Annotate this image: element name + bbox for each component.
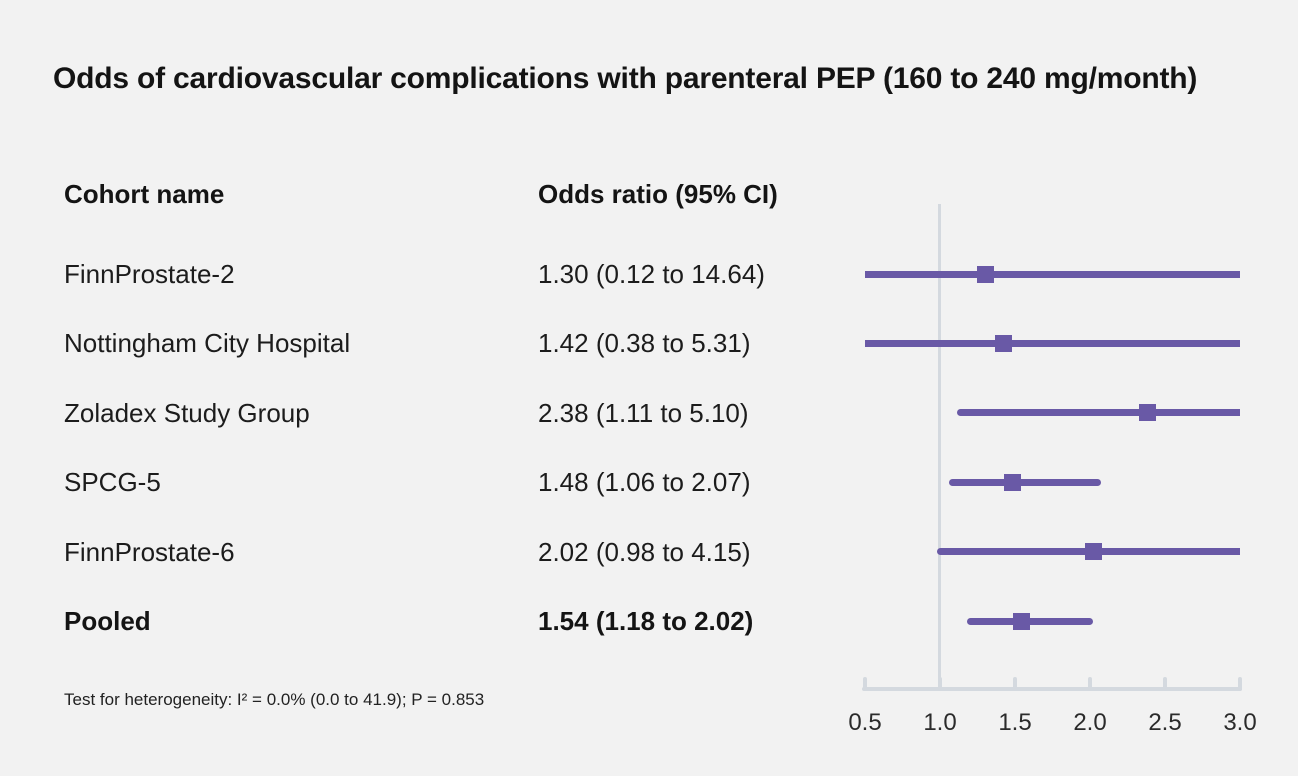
x-axis-tick — [1088, 677, 1092, 691]
odds-ratio-marker — [994, 334, 1012, 352]
cohort-label: FinnProstate-2 — [64, 259, 235, 289]
cohort-label: SPCG-5 — [64, 467, 161, 498]
odds-ratio-value: 1.30 (0.12 to 14.64) — [538, 259, 765, 289]
cohort-label: Zoladex Study Group — [64, 397, 310, 428]
confidence-interval-line — [865, 270, 1240, 278]
cohort-label: FinnProstate-6 — [64, 536, 235, 567]
cohort-column-header: Cohort name — [64, 179, 225, 209]
odds-ratio-value: 1.54 (1.18 to 2.02) — [538, 606, 754, 636]
confidence-interval-line — [956, 409, 1240, 417]
cohort-label: Nottingham City Hospital — [64, 328, 351, 359]
cohort-label: Pooled — [64, 606, 151, 636]
odds-ratio-marker — [976, 265, 994, 283]
heterogeneity-footnote: Test for heterogeneity: I² = 0.0% (0.0 t… — [64, 690, 485, 709]
confidence-interval-line — [949, 478, 1101, 486]
x-axis-tick-label: 2.5 — [1148, 709, 1182, 736]
x-axis-tick-label: 3.0 — [1223, 709, 1257, 736]
odds-ratio-marker — [1012, 612, 1030, 630]
x-axis-tick-label: 1.0 — [923, 709, 957, 736]
odds-ratio-marker — [1003, 473, 1021, 491]
odds-ratio-marker — [1084, 543, 1102, 561]
x-axis-tick-label: 0.5 — [848, 709, 882, 736]
odds-ratio-value: 1.48 (1.06 to 2.07) — [538, 467, 751, 498]
odds-ratio-value: 1.42 (0.38 to 5.31) — [538, 328, 751, 359]
x-axis-baseline — [862, 687, 1242, 691]
x-axis-tick — [938, 677, 942, 691]
odds-ratio-marker — [1138, 404, 1156, 422]
x-axis-tick-label: 2.0 — [1073, 709, 1107, 736]
reference-line — [938, 204, 941, 691]
odds-ratio-value: 2.02 (0.98 to 4.15) — [538, 536, 751, 567]
x-axis-tick — [863, 677, 867, 691]
odds-ratio-value: 2.38 (1.11 to 5.10) — [538, 397, 749, 428]
chart-title: Odds of cardiovascular complications wit… — [53, 62, 1198, 95]
confidence-interval-line — [967, 617, 1093, 625]
x-axis-tick — [1238, 677, 1242, 691]
x-axis-tick — [1013, 677, 1017, 691]
x-axis-tick-label: 1.5 — [998, 709, 1032, 736]
odds-ratio-column-header: Odds ratio (95% CI) — [538, 179, 778, 209]
confidence-interval-line — [865, 339, 1240, 347]
x-axis-tick — [1163, 677, 1167, 691]
